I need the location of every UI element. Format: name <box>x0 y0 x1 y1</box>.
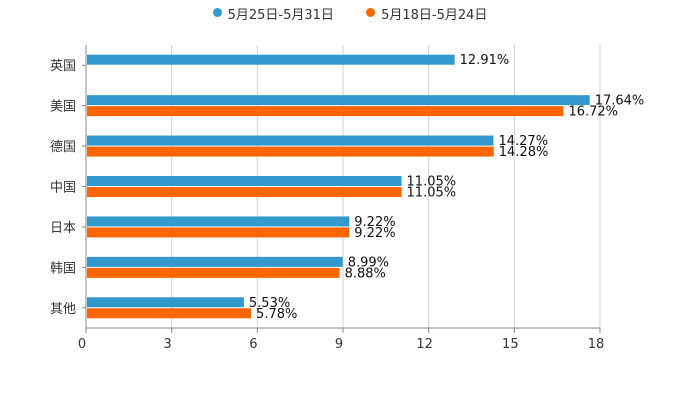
bar-series-2[interactable] <box>87 267 340 278</box>
data-label-series-1: 14.27% <box>498 134 548 149</box>
legend-label-series-2: 5月18日-5月24日 <box>381 8 488 23</box>
y-tick-label: 德国 <box>50 140 76 155</box>
data-label-series-2: 5.78% <box>256 307 297 322</box>
y-tick-label: 美国 <box>50 100 76 115</box>
x-tick-label: 18 <box>588 337 605 352</box>
data-label-series-2: 8.88% <box>345 266 386 281</box>
bar-series-2[interactable] <box>87 146 494 157</box>
bar-series-1[interactable] <box>87 95 590 106</box>
y-tick-label: 其他 <box>50 302 76 317</box>
data-label-series-1: 12.91% <box>460 53 510 68</box>
data-label-series-1: 11.05% <box>407 175 457 190</box>
data-label-series-1: 8.99% <box>348 255 389 270</box>
bar-series-2[interactable] <box>87 227 350 238</box>
bar-series-2[interactable] <box>87 106 564 117</box>
legend-marker-series-2 <box>366 8 376 17</box>
x-tick-label: 15 <box>502 337 519 352</box>
bar-series-1[interactable] <box>87 216 350 227</box>
y-tick-label: 中国 <box>50 181 76 196</box>
bar-series-1[interactable] <box>87 297 244 308</box>
data-label-series-2: 16.72% <box>568 105 618 120</box>
data-label-series-2: 14.28% <box>499 145 549 160</box>
data-label-series-1: 5.53% <box>249 296 290 311</box>
bar-series-1[interactable] <box>87 54 455 65</box>
y-tick-label: 日本 <box>50 221 76 236</box>
bar-series-1[interactable] <box>87 176 402 186</box>
y-tick-label: 英国 <box>50 59 76 74</box>
y-tick-label: 韩国 <box>50 261 76 276</box>
legend-marker-series-1 <box>212 8 222 17</box>
x-tick-label: 9 <box>335 337 343 352</box>
bar-series-2[interactable] <box>87 187 402 197</box>
x-tick-label: 0 <box>78 337 86 352</box>
x-tick-label: 6 <box>249 337 257 352</box>
legend: 5月25日-5月31日 5月18日-5月24日 <box>0 4 700 23</box>
data-label-series-2: 11.05% <box>407 186 457 201</box>
bar-series-2[interactable] <box>87 308 252 319</box>
x-tick-label: 3 <box>164 337 172 352</box>
data-label-series-1: 17.64% <box>595 94 645 109</box>
legend-item-series-1[interactable]: 5月25日-5月31日 <box>212 4 334 23</box>
legend-label-series-1: 5月25日-5月31日 <box>227 8 334 23</box>
bar-series-1[interactable] <box>87 135 494 146</box>
bar-series-1[interactable] <box>87 256 343 267</box>
data-label-series-1: 9.22% <box>354 215 395 230</box>
data-label-series-2: 9.22% <box>354 226 395 241</box>
legend-item-series-2[interactable]: 5月18日-5月24日 <box>366 4 487 23</box>
x-tick-label: 12 <box>416 337 433 352</box>
